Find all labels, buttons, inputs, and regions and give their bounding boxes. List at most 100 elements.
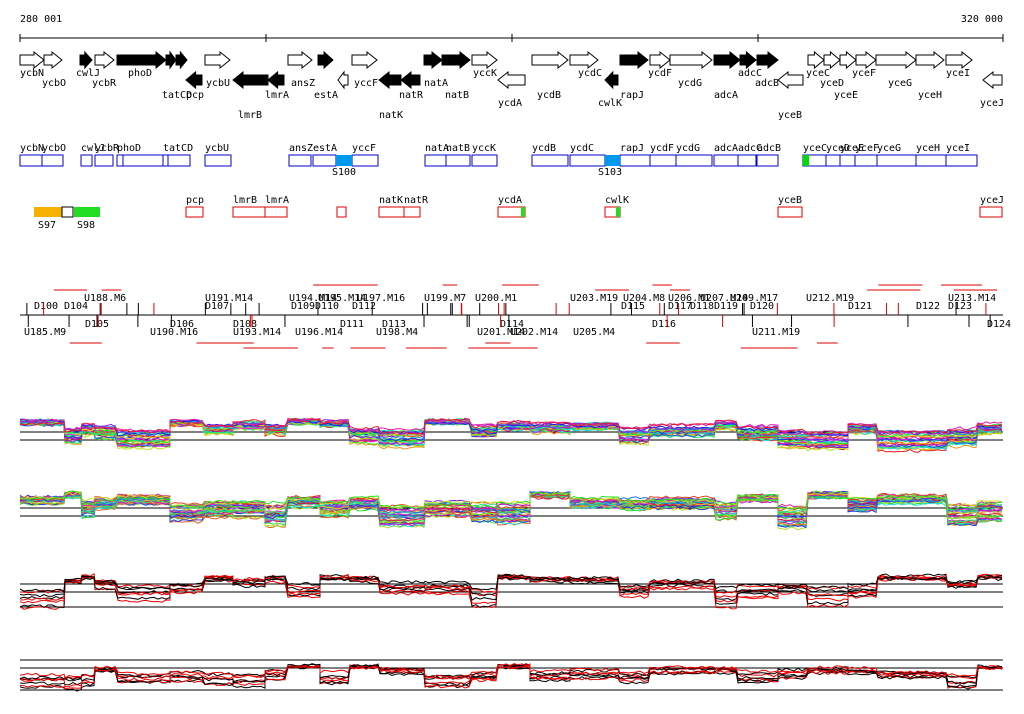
unit-label: D124 (987, 319, 1011, 330)
unit-label: U212.M19 (806, 293, 854, 304)
operon-label: ycbR (95, 143, 120, 154)
operon-label: ansZ (289, 143, 313, 154)
gene-arrow (739, 50, 757, 70)
unit-label: U198.M4 (376, 327, 418, 338)
unit-label: D100 (34, 301, 58, 312)
unit-label: U209.M17 (730, 293, 778, 304)
operon-label: yccK (472, 143, 496, 154)
unit-label: U188.M6 (84, 293, 126, 304)
unit-label: D114 (500, 319, 524, 330)
promoter-label: lmrB (233, 195, 257, 206)
promoter-label: natK (379, 195, 403, 206)
unit-label: D122 (916, 301, 940, 312)
unit-label: D116 (652, 319, 676, 330)
gene-arrow (165, 50, 177, 70)
gene-label: phoD (128, 68, 152, 79)
unit-label: U203.M19 (570, 293, 618, 304)
sigma-label: S98 (77, 220, 95, 231)
expression-trace (19, 575, 1003, 593)
gene-label: ycdB (537, 90, 561, 101)
unit-label: U206.M1 (668, 293, 710, 304)
gene-label: cwlK (598, 98, 622, 109)
gene-arrow (713, 50, 741, 70)
operon-box (569, 154, 606, 167)
gene-arrow (232, 70, 269, 90)
operon-box (737, 154, 757, 167)
unit-label: D107 (205, 301, 229, 312)
unit-label: D120 (750, 301, 774, 312)
gene-arrow (855, 50, 877, 70)
operon-label: ycbO (42, 143, 66, 154)
unit-label: U200.M1 (475, 293, 517, 304)
unit-label: D106 (170, 319, 194, 330)
operon-label: ycbU (205, 143, 229, 154)
unit-label: U185.M9 (24, 327, 66, 338)
gene-arrow (267, 70, 285, 90)
gene-label: adcA (714, 90, 738, 101)
unit-label: D108 (233, 319, 257, 330)
operon-box (80, 154, 93, 167)
gene-arrow (317, 50, 334, 70)
unit-label: U190.M16 (150, 327, 198, 338)
gene-label: yceF (852, 68, 876, 79)
promoter-label: yceB (778, 195, 802, 206)
gene-arrow (471, 50, 498, 70)
unit-label: D115 (621, 301, 645, 312)
unit-label: U199.M7 (424, 293, 466, 304)
operon-box (531, 154, 569, 167)
sigma98 (74, 207, 100, 217)
operon-label: ycdC (570, 143, 594, 154)
gene-label: yceJ (980, 98, 1004, 109)
unit-label: D119 (714, 301, 738, 312)
operon-label: adcC (738, 143, 762, 154)
operon-label: yccF (352, 143, 376, 154)
operon-box (445, 154, 471, 167)
unit-label: U211.M19 (752, 327, 800, 338)
sigma-label: S103 (598, 167, 622, 178)
gene-label: yceI (946, 68, 970, 79)
operon-box (424, 154, 447, 167)
sigma-box (605, 155, 620, 166)
gene-label: estA (314, 90, 338, 101)
gene-label: ycdG (678, 78, 702, 89)
operon-label: natB (446, 143, 470, 154)
promoter-label: pcp (186, 195, 204, 206)
operon-label: yceF (855, 143, 879, 154)
unit-label: D121 (848, 301, 872, 312)
expression-trace (19, 663, 1003, 688)
operon-box (351, 154, 379, 167)
gene-arrow (423, 50, 443, 70)
operon-label: adcB (757, 143, 781, 154)
unit-label: U213.M14 (948, 293, 996, 304)
gene-label: rapJ (620, 90, 644, 101)
gene-arrow (400, 70, 421, 90)
gene-arrow (43, 50, 63, 70)
gene-label: yceE (834, 90, 858, 101)
gene-arrow (79, 50, 93, 70)
operon-label: estA (313, 143, 337, 154)
operon-label: yceC (803, 143, 827, 154)
unit-label: U195.M14 (318, 293, 366, 304)
promoter-box (521, 207, 525, 217)
gene-label: lmrA (265, 90, 289, 101)
gene-arrow (619, 50, 649, 70)
gene-arrow (569, 50, 599, 70)
gene-arrow (287, 50, 313, 70)
operon-box (116, 154, 164, 167)
gene-label: tatCD (162, 90, 192, 101)
expression-trace (19, 490, 1002, 511)
gene-arrow (19, 50, 45, 70)
unit-label: D109 (291, 301, 315, 312)
gene-label: lmrB (238, 110, 262, 121)
gene-arrow (823, 50, 841, 70)
unit-label: D104 (64, 301, 88, 312)
unit-label: U197.M16 (357, 293, 405, 304)
gene-arrow (441, 50, 471, 70)
operon-label: yceD (826, 143, 850, 154)
gene-label: pcp (186, 90, 204, 101)
promoter-label: yceJ (980, 195, 1004, 206)
operon-box (876, 154, 917, 167)
gene-label: adcC (738, 68, 762, 79)
unit-label: U207.M14 (700, 293, 748, 304)
